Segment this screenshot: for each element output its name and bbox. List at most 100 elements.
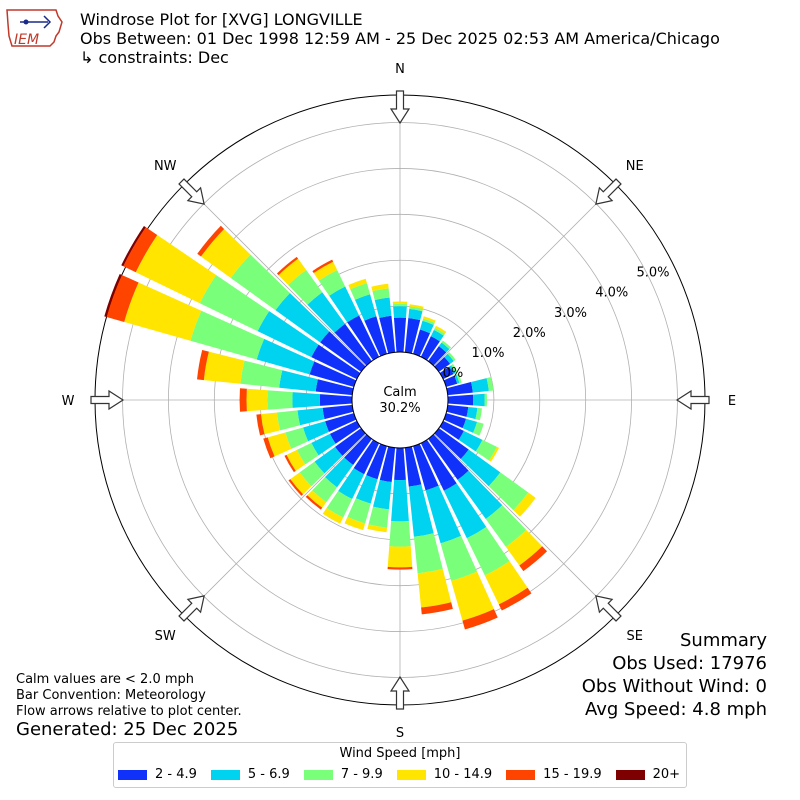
windrose-bar-segment [451, 363, 458, 374]
windrose-bar-segment [413, 443, 439, 491]
windrose-bar-segment [428, 434, 469, 480]
windrose-bar-segment [368, 506, 389, 528]
legend-swatch [396, 769, 426, 780]
windrose-bar-segment [347, 315, 380, 361]
legend-label: 15 - 19.9 [543, 767, 602, 782]
windrose-bar-segment [447, 394, 474, 406]
windrose-bar-segment [276, 410, 301, 431]
windrose-bar-segment [462, 609, 498, 630]
compass-label: S [396, 726, 404, 741]
windrose-bar-segment [309, 361, 357, 387]
windrose-bar-segment [344, 517, 366, 531]
windrose-bar-segment [292, 392, 321, 408]
windrose-bar-segment [519, 546, 548, 572]
windrose-bar-segment [297, 407, 325, 426]
windrose-bar-segment [393, 317, 407, 353]
logo-text: IEM [14, 32, 39, 48]
windrose-bar-segment [190, 310, 265, 360]
note-bar-convention: Bar Convention: Meteorology [16, 688, 206, 703]
windrose-bar-segment [240, 360, 283, 388]
windrose-bar-segment [197, 349, 209, 381]
windrose-bar-segment [353, 439, 380, 475]
windrose-bar-segment [505, 529, 543, 566]
windrose-bar-segment [329, 286, 360, 323]
title-line-1: Windrose Plot for [XVG] LONGVILLE [80, 10, 363, 29]
chart-title: Windrose Plot for [XVG] LONGVILLE Obs Be… [80, 10, 720, 67]
radial-tick-label: 4.0% [595, 286, 628, 301]
windrose-bar-segment [123, 227, 158, 273]
windrose-bar-segment [334, 323, 372, 366]
windrose-bar-segment [135, 235, 217, 304]
windrose-bar-segment [312, 477, 338, 503]
windrose-bar-segment [430, 329, 444, 342]
compass-label: NE [626, 159, 644, 174]
grid-spoke [184, 433, 367, 616]
windrose-bar-segment [347, 498, 371, 524]
radial-tick-label: 3.0% [554, 306, 587, 321]
windrose-bar-segment [434, 325, 447, 334]
windrose-bar-segment [124, 282, 202, 341]
windrose-bar-segment [434, 428, 469, 460]
windrose-bar-segment [314, 446, 343, 474]
windrose-bar-segment [311, 344, 361, 380]
windrose-bar-segment [307, 292, 346, 333]
windrose-bar-segment [364, 316, 387, 357]
generated-date: Generated: 25 Dec 2025 [16, 719, 239, 740]
windrose-bar-segment [462, 418, 478, 433]
flow-arrow-icon [595, 178, 622, 205]
windrose-bar-segment [392, 303, 408, 307]
windrose-bar-segment [513, 492, 536, 517]
legend-label: 10 - 14.9 [433, 767, 493, 782]
windrose-bar-segment [446, 382, 473, 396]
windrose-bar-segment [413, 533, 443, 574]
windrose-bar-segment [373, 479, 392, 510]
flow-arrow-icon [675, 389, 710, 411]
windrose-bar-segment [438, 342, 450, 353]
legend-label: 20+ [652, 767, 681, 782]
windrose-bar-segment [471, 378, 489, 393]
windrose-bar-segment [338, 468, 365, 499]
windrose-bar-segment [456, 373, 462, 384]
windrose-bar-segment [230, 254, 290, 311]
windrose-bar-segment [284, 454, 296, 473]
windrose-bar-segment [389, 521, 411, 547]
radial-tick-label: 1.0% [471, 346, 504, 361]
windrose-bar-segment [451, 571, 494, 621]
windrose-bar-segment [475, 439, 497, 461]
windrose-bar-segment [488, 472, 529, 511]
windrose-bar-segment [318, 270, 346, 296]
windrose-bar-segment [267, 432, 292, 457]
windrose-bar-segment [473, 393, 485, 407]
windrose-bar-segment [201, 228, 251, 278]
windrose-bar-segment [256, 338, 315, 375]
windrose-bar-segment [324, 457, 354, 488]
windrose-bar-segment [322, 508, 344, 524]
windrose-bar-segment [354, 294, 377, 321]
calm-label: Calm [383, 385, 416, 400]
legend-swatch [303, 769, 333, 780]
compass-label: N [395, 62, 405, 77]
windrose-bar-segment [315, 379, 354, 396]
legend-swatch [615, 769, 645, 780]
windrose-bar-segment [379, 446, 396, 482]
windrose-bar-segment [485, 505, 527, 547]
windrose-bar-segment [498, 587, 532, 611]
windrose-bar-segment [320, 331, 366, 372]
windrose-bar-segment [203, 351, 245, 384]
windrose-bar-segment [458, 430, 483, 452]
windrose-bar-segment [421, 602, 453, 615]
windrose-bar-segment [335, 428, 366, 456]
windrose-bar-segment [419, 320, 434, 334]
title-line-3: ↳ constraints: Dec [80, 48, 229, 67]
windrose-bar-segment [489, 446, 499, 462]
windrose-bar-segment [404, 446, 422, 487]
windrose-bar-segment [446, 404, 469, 417]
windrose-bar-segment [404, 318, 421, 354]
windrose-bar-segment [441, 340, 452, 350]
windrose-bar-segment [460, 449, 501, 487]
legend-swatch [118, 769, 147, 780]
windrose-bar-segment [296, 442, 319, 465]
legend: Wind Speed [mph] 2 - 4.9 5 - 6.9 7 - 9.9 10… [113, 742, 687, 788]
windrose-bar-segment [350, 283, 371, 300]
windrose-bar-segment [257, 311, 319, 358]
